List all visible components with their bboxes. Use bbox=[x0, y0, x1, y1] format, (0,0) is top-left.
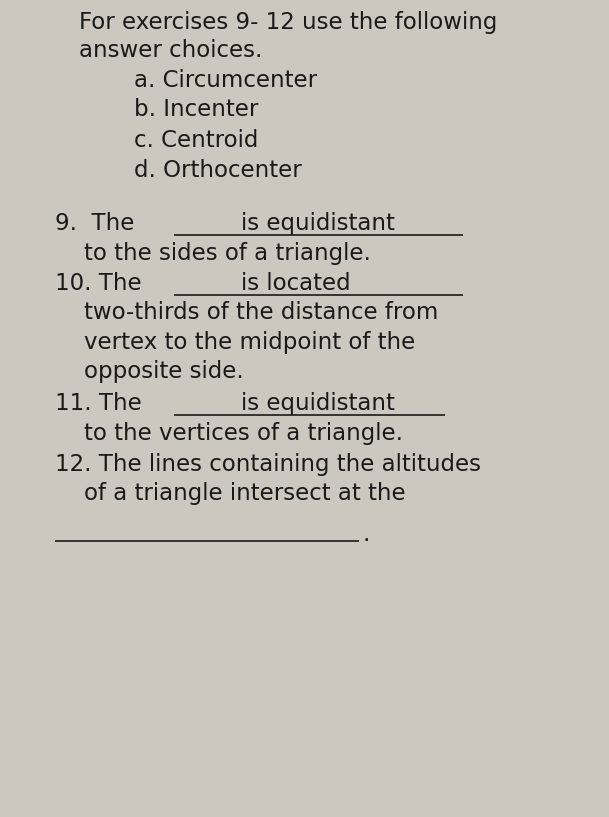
Text: to the vertices of a triangle.: to the vertices of a triangle. bbox=[55, 422, 403, 444]
Text: 12. The lines containing the altitudes: 12. The lines containing the altitudes bbox=[55, 453, 481, 476]
Text: of a triangle intersect at the: of a triangle intersect at the bbox=[55, 482, 406, 505]
Text: 11. The: 11. The bbox=[55, 392, 141, 415]
Text: is equidistant: is equidistant bbox=[241, 212, 395, 235]
Text: For exercises 9- 12 use the following: For exercises 9- 12 use the following bbox=[79, 11, 498, 33]
Text: two-thirds of the distance from: two-thirds of the distance from bbox=[55, 301, 438, 324]
Text: opposite side.: opposite side. bbox=[55, 360, 244, 383]
Text: b. Incenter: b. Incenter bbox=[134, 98, 258, 121]
Text: is equidistant: is equidistant bbox=[241, 392, 395, 415]
Text: answer choices.: answer choices. bbox=[79, 39, 262, 62]
Text: vertex to the midpoint of the: vertex to the midpoint of the bbox=[55, 331, 415, 354]
Text: to the sides of a triangle.: to the sides of a triangle. bbox=[55, 242, 371, 265]
Text: d. Orthocenter: d. Orthocenter bbox=[134, 159, 301, 182]
Text: a. Circumcenter: a. Circumcenter bbox=[134, 69, 317, 92]
Text: 9.  The: 9. The bbox=[55, 212, 134, 235]
Text: is located: is located bbox=[241, 272, 350, 295]
Text: 10. The: 10. The bbox=[55, 272, 141, 295]
Text: .: . bbox=[363, 523, 370, 546]
Text: c. Centroid: c. Centroid bbox=[134, 129, 258, 152]
